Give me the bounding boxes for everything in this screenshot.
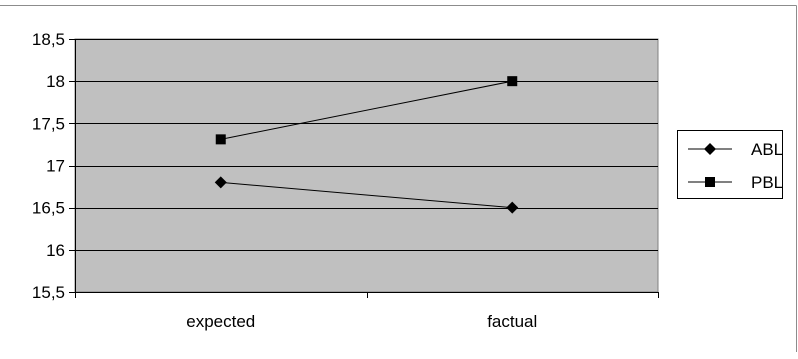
- y-tick-label: 18,5: [32, 30, 65, 49]
- plot-area: [74, 38, 659, 293]
- data-point-pbl: [215, 134, 226, 145]
- y-tick-label: 16: [46, 241, 65, 260]
- axes: [75, 39, 659, 298]
- y-tick-label: 17,5: [32, 114, 65, 133]
- series: [214, 76, 519, 214]
- x-tick-label: factual: [487, 312, 537, 331]
- legend-marker-pbl: [705, 177, 715, 187]
- data-point-abl: [214, 176, 227, 189]
- legend-box: [677, 130, 783, 199]
- series-line-abl: [220, 181, 513, 209]
- legend: ABL PBL: [677, 130, 783, 199]
- y-tick-label: 17: [46, 157, 65, 176]
- legend-marker-abl: [704, 143, 716, 155]
- series-line-pbl: [220, 80, 513, 140]
- x-tick-label: expected: [186, 312, 255, 331]
- y-tick-label: 18: [46, 72, 65, 91]
- x-tick-labels: expected factual: [186, 312, 537, 331]
- y-tick-label: 16,5: [32, 199, 65, 218]
- y-tick-label: 15,5: [32, 283, 65, 302]
- legend-label-abl: ABL: [751, 140, 783, 159]
- data-point-abl: [506, 201, 519, 214]
- data-point-pbl: [507, 76, 518, 87]
- y-tick-labels: 15,5 16 16,5 17 17,5 18 18,5: [32, 30, 65, 302]
- legend-label-pbl: PBL: [751, 173, 783, 192]
